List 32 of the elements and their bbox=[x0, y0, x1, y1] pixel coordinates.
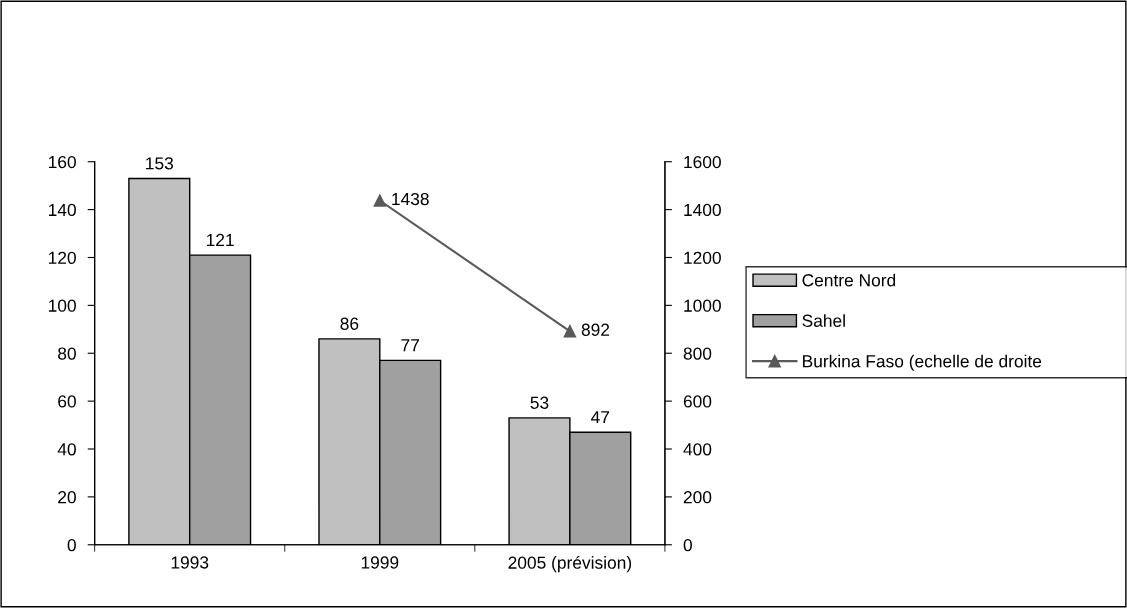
data-label: 1438 bbox=[392, 192, 429, 206]
y2-tick-label: 0 bbox=[683, 538, 692, 552]
x-tick-label: 1993 bbox=[171, 556, 209, 569]
x-tick-label: 2005 (prévision) bbox=[508, 555, 632, 573]
y-tick-label: 140 bbox=[48, 203, 76, 217]
data-label: 53 bbox=[530, 396, 549, 409]
y2-tick-label: 800 bbox=[683, 347, 712, 360]
x-tick-label: 1999 bbox=[361, 556, 399, 569]
data-label: 47 bbox=[591, 411, 610, 424]
data-label: 892 bbox=[581, 323, 610, 336]
y2-tick-label: 400 bbox=[683, 443, 712, 456]
y2-tick-label: 1000 bbox=[684, 299, 721, 312]
data-label: 86 bbox=[340, 317, 359, 330]
legend-label: Burkina Faso (echelle de droite bbox=[803, 354, 1042, 371]
y-tick-label: 0 bbox=[67, 538, 76, 552]
y2-tick-label: 1400 bbox=[684, 203, 721, 217]
legend-label: Centre Nord bbox=[802, 273, 896, 287]
y2-tick-label: 600 bbox=[683, 395, 712, 408]
data-label: 77 bbox=[401, 339, 419, 352]
y-tick-label: 80 bbox=[58, 347, 76, 360]
legend-label: Sahel bbox=[802, 314, 845, 327]
y2-tick-label: 1200 bbox=[684, 251, 721, 264]
y-tick-label: 100 bbox=[48, 299, 76, 312]
data-label: 121 bbox=[206, 233, 234, 246]
y2-tick-label: 1600 bbox=[684, 155, 721, 169]
y2-tick-label: 200 bbox=[683, 491, 712, 504]
y-tick-label: 40 bbox=[57, 443, 76, 456]
y-tick-label: 20 bbox=[58, 491, 76, 504]
y-tick-label: 120 bbox=[48, 251, 76, 264]
data-label: 153 bbox=[146, 157, 174, 170]
y-tick-label: 160 bbox=[48, 155, 76, 169]
y-tick-label: 60 bbox=[58, 395, 76, 408]
